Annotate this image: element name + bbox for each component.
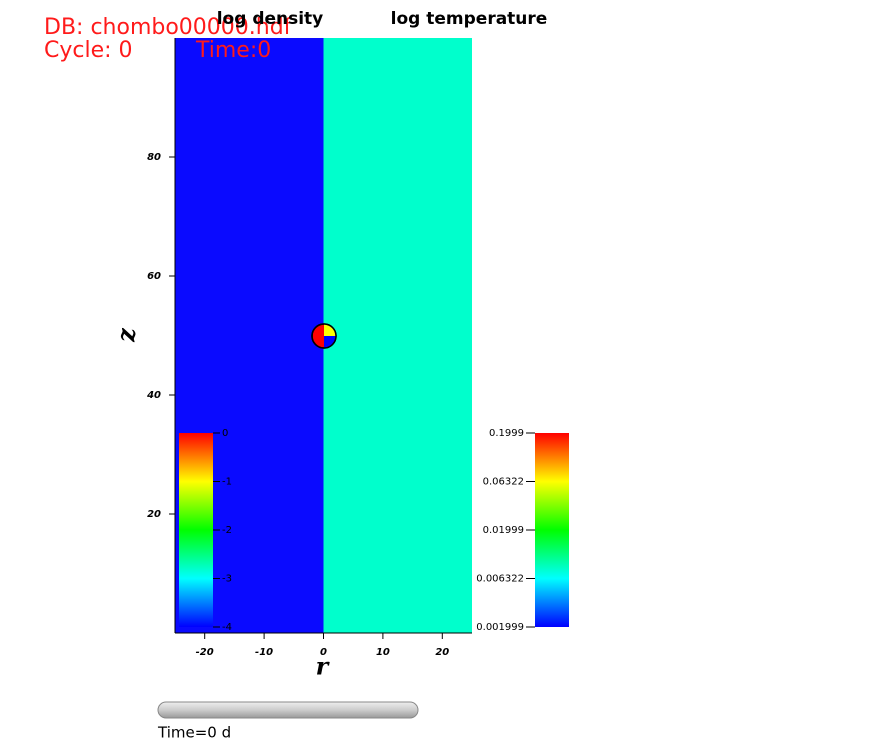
colorbar-label: 0.01999 xyxy=(483,525,524,536)
y-tick-label: 20 xyxy=(147,509,161,520)
colorbar-label: 0.006322 xyxy=(476,573,524,584)
x-tick-label: -10 xyxy=(255,647,273,658)
colorbar-label: -3 xyxy=(222,574,232,585)
colorbar-label: 0.1999 xyxy=(489,428,524,439)
time-slider[interactable] xyxy=(157,701,419,719)
density-colorbar xyxy=(179,433,213,627)
y-tick-label: 80 xyxy=(147,152,161,163)
colorbar-label: -4 xyxy=(222,622,232,633)
x-tick-label: 0 xyxy=(320,647,327,658)
db-label: DB: chombo00000.hdf xyxy=(44,15,293,40)
colorbar-label: -1 xyxy=(222,477,232,488)
marker xyxy=(311,323,337,349)
y-axis-label: z xyxy=(112,327,141,343)
x-axis-label: r xyxy=(316,652,331,681)
time-label: Time:0 xyxy=(195,38,271,63)
colorbar-label: 0.06322 xyxy=(483,476,524,487)
y-tick-label: 60 xyxy=(147,271,161,282)
temperature-region xyxy=(323,38,472,633)
plot-title: log density xyxy=(217,9,324,29)
x-tick-label: -20 xyxy=(196,647,214,658)
x-tick-label: 20 xyxy=(435,647,449,658)
colorbar-label: 0.001999 xyxy=(476,622,524,633)
plot-title: log temperature xyxy=(391,9,548,29)
x-tick-label: 10 xyxy=(376,647,390,658)
colorbar-label: -2 xyxy=(222,525,232,536)
slider-label: Time=0 d xyxy=(157,724,231,742)
y-tick-label: 40 xyxy=(146,390,161,401)
colorbar-label: 0 xyxy=(222,428,228,439)
cycle-label: Cycle: 0 xyxy=(44,38,133,63)
temperature-colorbar xyxy=(535,433,569,627)
